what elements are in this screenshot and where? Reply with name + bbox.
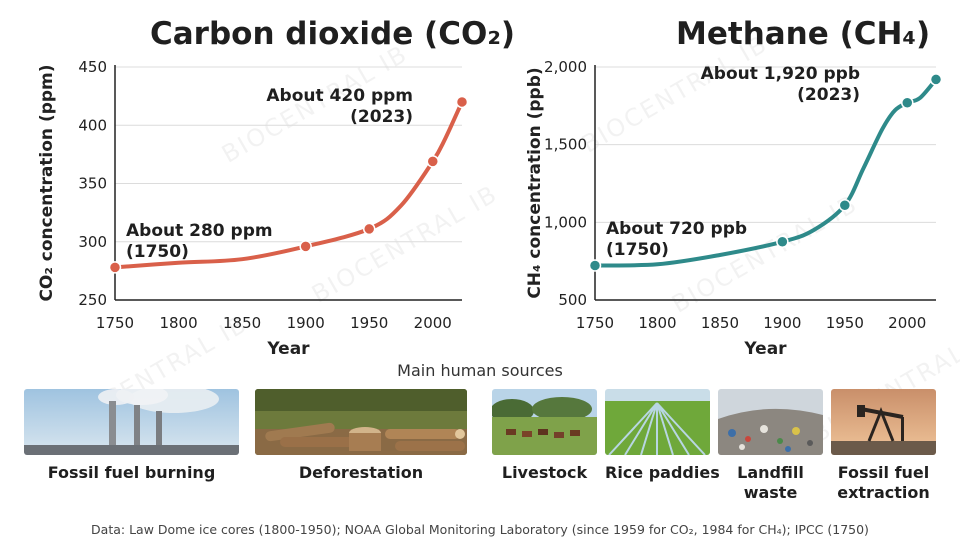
x-tick-label: 1950 [350,314,388,332]
source-card-fossil-fuel-extraction: Fossil fuel extraction [831,389,936,503]
annotation-label: (2023) [350,107,413,127]
annotation-label: (1750) [126,242,189,262]
source-label: Fossil fuel burning [47,463,216,482]
data-point [588,259,602,272]
source-label: Deforestation [298,463,424,482]
data-source-footnote: Data: Law Dome ice cores (1800-1950); NO… [91,522,869,537]
data-point [929,73,943,86]
source-card-deforestation: Deforestation [255,389,467,483]
data-point [299,240,312,253]
co2-chart-title: Carbon dioxide (CO₂) [150,16,516,52]
source-card-livestock: Livestock [492,389,597,483]
y-axis-title: CO₂ concentration (ppm) [37,64,57,301]
source-card-landfill-waste: Landfill waste [718,389,823,503]
y-tick-label: 1,000 [544,213,587,231]
landfill-image [718,389,823,455]
data-point [362,222,376,236]
x-tick-label: 1800 [638,314,676,332]
y-tick-label: 2,000 [544,58,587,76]
source-card-rice-paddies: Rice paddies [605,389,720,483]
x-tick-label: 2000 [414,314,452,332]
oil-pump-image [831,389,936,455]
rice-field-image [605,389,710,455]
x-tick-label: 2000 [888,314,926,332]
ch4-chart: 500 1,000 1,500 2,000 1750 1800 1850 1900 1950 20… [525,58,943,359]
annotation-label: (2023) [797,85,860,105]
x-tick-label: 1900 [763,314,801,332]
co2-chart: 250 300 350 400 450 1750 1800 1850 1900 1950 2000 Y… [37,58,469,359]
ch4-chart-title: Methane (CH₄) [676,16,931,52]
cattle-image [492,389,597,455]
annotation-label: About 720 ppb [606,219,747,239]
annotation-label: About 1,920 ppb [701,64,860,84]
x-tick-label: 1750 [96,314,134,332]
y-tick-label: 500 [558,291,587,309]
x-tick-label: 1850 [223,314,261,332]
annotation-label: About 280 ppm [126,221,273,241]
data-point [901,96,914,109]
data-point [455,95,469,109]
y-tick-label: 400 [78,116,107,134]
source-label: Rice paddies [605,463,720,482]
x-tick-label: 1950 [826,314,864,332]
y-axis-title: CH₄ concentration (ppb) [525,67,545,298]
source-card-fossil-fuel-burning: Fossil fuel burning [24,389,239,483]
source-label: Livestock [501,463,588,482]
x-tick-label: 1900 [287,314,325,332]
x-tick-label: 1850 [701,314,739,332]
y-tick-label: 1,500 [544,136,587,154]
power-plant-image [24,389,239,455]
data-point [776,235,789,248]
y-tick-label: 250 [78,291,107,309]
annotation-label: About 420 ppm [266,86,413,106]
source-label: Fossil fuel extraction [837,463,930,502]
y-tick-label: 300 [78,233,107,251]
data-point [108,261,122,274]
y-tick-label: 450 [78,58,107,76]
x-axis-title: Year [743,339,787,359]
x-tick-label: 1750 [576,314,614,332]
x-axis-title: Year [266,339,310,359]
source-label: Landfill waste [737,463,804,502]
data-point [838,198,852,212]
sources-heading: Main human sources [397,361,563,380]
data-point [426,155,440,168]
x-tick-label: 1800 [159,314,197,332]
y-tick-label: 350 [78,175,107,193]
felled-logs-image [255,389,467,455]
annotation-label: (1750) [606,240,669,260]
